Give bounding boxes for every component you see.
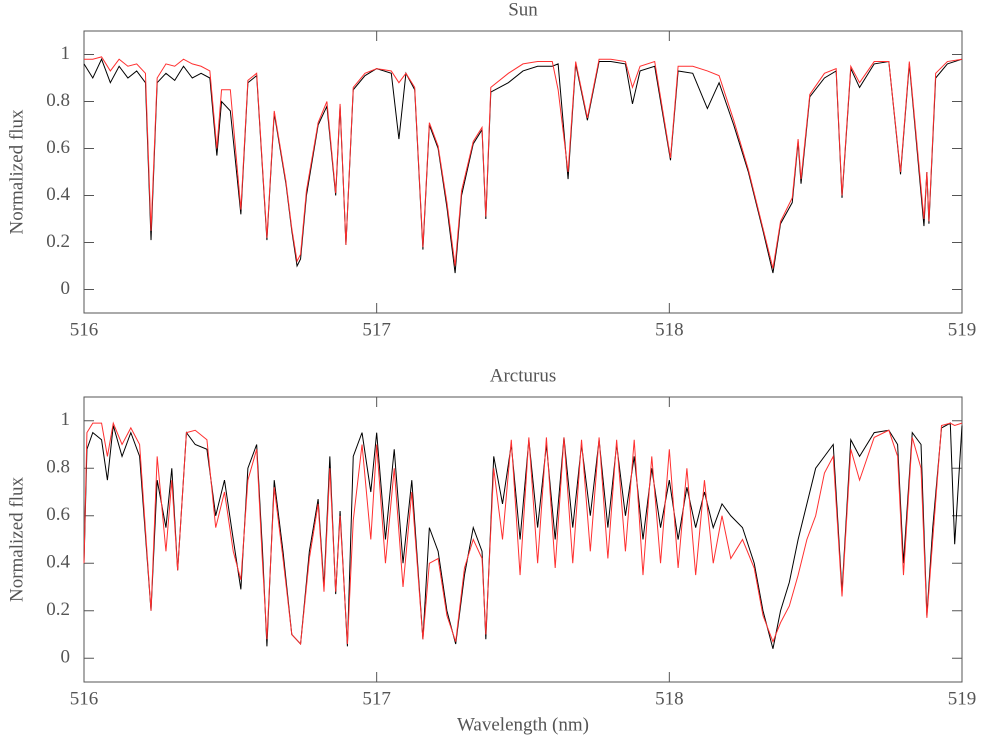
- x-axis-label: Wavelength (nm): [457, 714, 589, 735]
- y-axis-label: Normalized flux: [6, 476, 27, 602]
- y-tick-label: 0: [61, 647, 71, 668]
- plot-frame: [83, 30, 963, 314]
- x-tick-label: 519: [948, 688, 977, 709]
- x-tick-label: 518: [655, 319, 684, 340]
- y-tick-label: 0: [61, 278, 71, 299]
- y-tick-label: 1: [61, 43, 71, 64]
- y-tick-label: 0.8: [46, 457, 70, 478]
- x-tick-label: 517: [362, 688, 391, 709]
- x-tick-label: 518: [655, 688, 684, 709]
- y-tick-label: 0.4: [46, 552, 70, 573]
- spectrum-line: [84, 56, 963, 269]
- spectrum-line: [83, 421, 963, 646]
- x-tick-label: 516: [70, 688, 99, 709]
- y-tick-label: 0.2: [46, 599, 70, 620]
- spectrum-line: [83, 422, 963, 649]
- x-tick-label: 516: [70, 319, 99, 340]
- panel-title: Sun: [508, 0, 538, 20]
- x-tick-label: 519: [948, 319, 977, 340]
- y-tick-label: 0.8: [46, 90, 70, 111]
- plot-frame: [83, 396, 963, 683]
- y-tick-label: 0.6: [46, 137, 70, 158]
- panel-title: Arcturus: [490, 365, 556, 386]
- x-tick-label: 517: [362, 319, 391, 340]
- spectrum-line: [83, 57, 963, 274]
- y-tick-label: 0.2: [46, 231, 70, 252]
- y-tick-label: 0.4: [46, 184, 70, 205]
- y-axis-label: Normalized flux: [6, 109, 27, 235]
- y-tick-label: 1: [61, 409, 71, 430]
- y-tick-label: 0.6: [46, 504, 70, 525]
